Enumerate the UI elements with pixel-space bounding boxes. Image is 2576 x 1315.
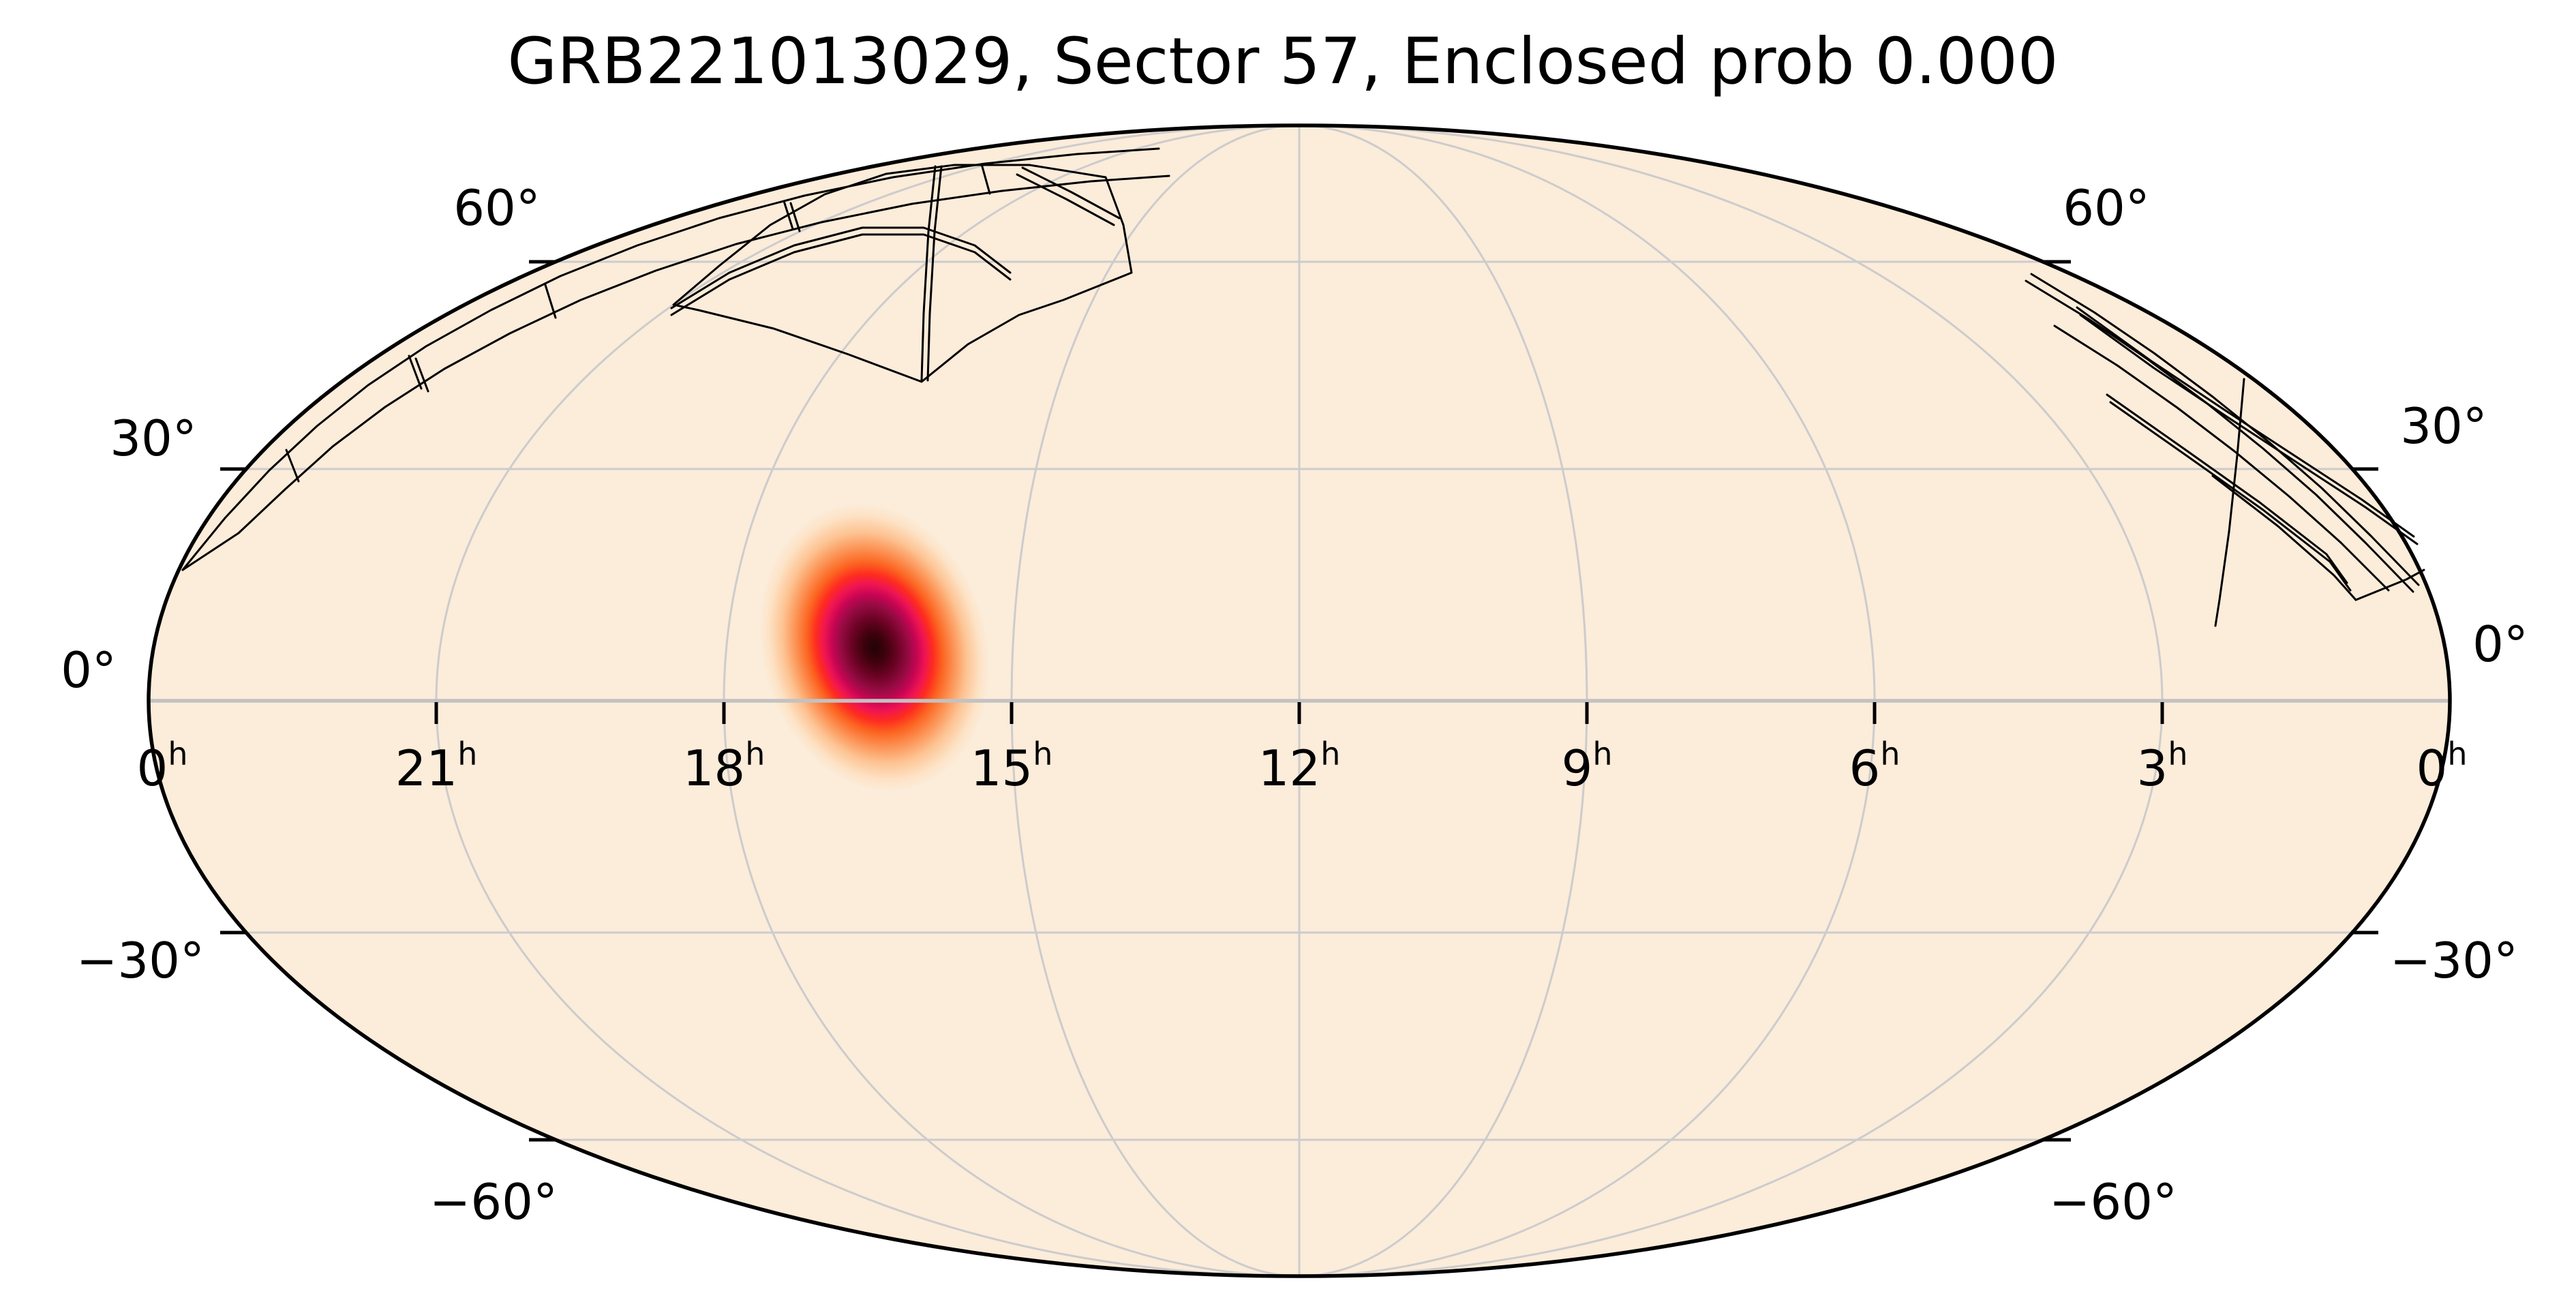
axis-ticks-layer (220, 260, 2378, 1142)
footprint-left-rim-strip-inner (181, 175, 1170, 571)
ra-label: 9h (1562, 736, 1613, 797)
footprint-right-cross-band-2 (2109, 401, 2352, 592)
footprint-left-camera-patch-outline (672, 164, 1133, 383)
footprint-right-inner-rail (2053, 324, 2390, 592)
ra-label: 0h (2416, 736, 2468, 797)
axis-labels-layer: 0h 21h 18h 15h 12h 9h 6h 3h 0h 60° 30° 0° −30° −60° 60… (61, 179, 2528, 1230)
ra-label: 6h (1849, 736, 1900, 797)
ra-label: 15h (971, 736, 1053, 797)
footprint-right-west-edge (2214, 378, 2245, 627)
footprint-right-cross-band-1-2 (2076, 306, 2415, 538)
ra-label: 0h (137, 736, 188, 797)
dec-label-left: 0° (61, 641, 117, 699)
dec-label-right: −30° (2390, 932, 2518, 989)
footprint-right-rim-rail-2 (2025, 279, 2414, 593)
footprint-left-strip-divider-5 (980, 163, 991, 195)
footprint-left-ccd-gap-vertical-2 (926, 165, 943, 382)
ra-label: 18h (683, 736, 766, 797)
footprint-left-strip-divider-4-2 (789, 202, 801, 232)
footprint-left-strip-divider-2-2 (414, 357, 429, 393)
footprint-left-ccd-gap-vertical (920, 165, 937, 382)
footprint-right-cross-band-1 (2079, 314, 2419, 545)
dec-label-left: −60° (429, 1173, 558, 1230)
footprint-left-ccd-gap-arc (670, 226, 1012, 309)
figure-title: GRB221013029, Sector 57, Enclosed prob 0… (507, 25, 2058, 99)
dec-label-right: 0° (2472, 616, 2528, 673)
dec-label-left: 60° (453, 179, 541, 237)
footprint-left-strip-divider-1 (285, 449, 300, 483)
footprint-left-patch-edge-double-2 (1016, 173, 1115, 226)
ra-label: 12h (1258, 736, 1341, 797)
footprint-right-bottom-corner (2354, 569, 2425, 601)
dec-label-right: 30° (2400, 397, 2487, 455)
footprint-left-rim-strip-outer (181, 147, 1160, 571)
sky-map-boundary (147, 123, 2452, 1278)
map-outline-layer (147, 123, 2452, 1278)
probability-blob (759, 503, 990, 792)
ra-label: 3h (2137, 736, 2188, 797)
footprint-left-ccd-gap-arc-2 (670, 233, 1012, 316)
ra-label: 21h (395, 736, 478, 797)
probability-blob-layer (759, 503, 990, 792)
dec-label-right: 60° (2063, 179, 2150, 237)
footprint-left-strip-divider-2 (408, 354, 423, 390)
footprint-right-cross-band-2-2 (2106, 393, 2348, 584)
dec-label-right: −60° (2049, 1173, 2177, 1230)
dec-label-left: −30° (76, 932, 204, 989)
footprint-right-bottom-rail (2211, 474, 2357, 601)
tess-footprints-layer (181, 147, 2425, 627)
footprint-left-strip-divider-3 (544, 284, 557, 319)
footprint-left-patch-edge-double (1021, 166, 1121, 220)
dec-label-left: 30° (110, 410, 197, 467)
